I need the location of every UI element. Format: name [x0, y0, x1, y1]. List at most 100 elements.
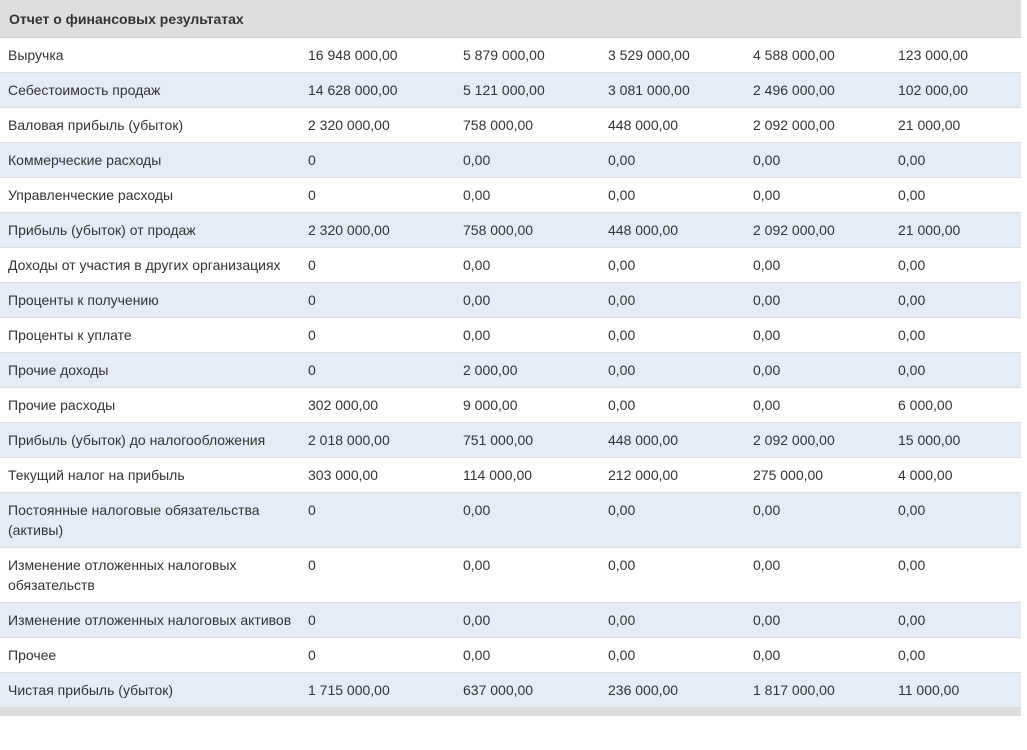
value-cell: 2 496 000,00 — [745, 72, 890, 108]
value-cell: 0,00 — [745, 547, 890, 603]
value-cell: 275 000,00 — [745, 457, 890, 493]
value-cell: 0,00 — [745, 317, 890, 353]
value-cell: 0 — [300, 492, 455, 548]
value-cell: 16 948 000,00 — [300, 38, 455, 73]
value-cell: 2 092 000,00 — [745, 422, 890, 458]
value-cell: 0,00 — [745, 247, 890, 283]
value-cell: 0,00 — [890, 282, 1021, 318]
value-cell: 0,00 — [890, 352, 1021, 388]
value-cell: 303 000,00 — [300, 457, 455, 493]
value-cell: 3 529 000,00 — [600, 38, 745, 73]
value-cell: 0 — [300, 637, 455, 673]
table-row: Прочие расходы 302 000,00 9 000,00 0,00 0,00… — [0, 387, 1021, 423]
value-cell: 0,00 — [600, 602, 745, 638]
table-row: Текущий налог на прибыль 303 000,00 114 00… — [0, 457, 1021, 493]
value-cell: 0,00 — [600, 142, 745, 178]
table-row: Проценты к уплате 0 0,00 0,00 0,00 0,00 — [0, 317, 1021, 353]
value-cell: 6 000,00 — [890, 387, 1021, 423]
table-row: Прибыль (убыток) до налогообложения 2 018… — [0, 422, 1021, 458]
financial-results-report: Отчет о финансовых результатах Выручка 16… — [0, 0, 1021, 716]
row-label: Прочее — [0, 637, 300, 673]
row-label: Прочие доходы — [0, 352, 300, 388]
value-cell: 0,00 — [745, 142, 890, 178]
table-footer-strip — [0, 708, 1021, 716]
value-cell: 21 000,00 — [890, 212, 1021, 248]
row-label: Прочие расходы — [0, 387, 300, 423]
value-cell: 5 879 000,00 — [455, 38, 600, 73]
value-cell: 14 628 000,00 — [300, 72, 455, 108]
table-row: Постоянные налоговые обязательства (акти… — [0, 492, 1021, 548]
value-cell: 0,00 — [600, 352, 745, 388]
row-label: Доходы от участия в других организациях — [0, 247, 300, 283]
row-label: Себестоимость продаж — [0, 72, 300, 108]
table-row: Изменение отложенных налоговых обязатель… — [0, 547, 1021, 603]
table-row: Валовая прибыль (убыток) 2 320 000,00 758 … — [0, 107, 1021, 143]
value-cell: 212 000,00 — [600, 457, 745, 493]
value-cell: 15 000,00 — [890, 422, 1021, 458]
value-cell: 0 — [300, 352, 455, 388]
value-cell: 11 000,00 — [890, 672, 1021, 708]
value-cell: 2 092 000,00 — [745, 107, 890, 143]
value-cell: 0 — [300, 282, 455, 318]
table-row: Чистая прибыль (убыток) 1 715 000,00 637 0… — [0, 672, 1021, 708]
value-cell: 0,00 — [600, 637, 745, 673]
table-row: Себестоимость продаж 14 628 000,00 5 121 0… — [0, 72, 1021, 108]
table-row: Прибыль (убыток) от продаж 2 320 000,00 75… — [0, 212, 1021, 248]
value-cell: 5 121 000,00 — [455, 72, 600, 108]
value-cell: 236 000,00 — [600, 672, 745, 708]
row-label: Валовая прибыль (убыток) — [0, 107, 300, 143]
value-cell: 0,00 — [890, 317, 1021, 353]
value-cell: 2 018 000,00 — [300, 422, 455, 458]
row-label: Изменение отложенных налоговых активов — [0, 602, 300, 638]
row-label: Текущий налог на прибыль — [0, 457, 300, 493]
table-row: Управленческие расходы 0 0,00 0,00 0,00 0,00 — [0, 177, 1021, 213]
value-cell: 1 715 000,00 — [300, 672, 455, 708]
value-cell: 4 000,00 — [890, 457, 1021, 493]
value-cell: 2 320 000,00 — [300, 107, 455, 143]
value-cell: 0,00 — [455, 247, 600, 283]
table-row: Коммерческие расходы 0 0,00 0,00 0,00 0,00 — [0, 142, 1021, 178]
value-cell: 0,00 — [890, 547, 1021, 603]
row-label: Постоянные налоговые обязательства (акти… — [0, 492, 300, 548]
value-cell: 448 000,00 — [600, 107, 745, 143]
row-label: Проценты к получению — [0, 282, 300, 318]
value-cell: 0,00 — [455, 317, 600, 353]
table-body: Выручка 16 948 000,00 5 879 000,00 3 529 00… — [0, 38, 1021, 708]
value-cell: 2 092 000,00 — [745, 212, 890, 248]
value-cell: 3 081 000,00 — [600, 72, 745, 108]
value-cell: 0,00 — [745, 602, 890, 638]
value-cell: 123 000,00 — [890, 38, 1021, 73]
value-cell: 0 — [300, 317, 455, 353]
value-cell: 0,00 — [455, 177, 600, 213]
value-cell: 2 320 000,00 — [300, 212, 455, 248]
value-cell: 0,00 — [890, 247, 1021, 283]
value-cell: 758 000,00 — [455, 107, 600, 143]
value-cell: 0,00 — [600, 177, 745, 213]
value-cell: 0,00 — [890, 637, 1021, 673]
value-cell: 4 588 000,00 — [745, 38, 890, 73]
value-cell: 302 000,00 — [300, 387, 455, 423]
value-cell: 0,00 — [745, 177, 890, 213]
row-label: Прибыль (убыток) от продаж — [0, 212, 300, 248]
value-cell: 0,00 — [745, 282, 890, 318]
value-cell: 9 000,00 — [455, 387, 600, 423]
value-cell: 1 817 000,00 — [745, 672, 890, 708]
row-label: Коммерческие расходы — [0, 142, 300, 178]
value-cell: 0,00 — [745, 637, 890, 673]
row-label: Управленческие расходы — [0, 177, 300, 213]
value-cell: 0,00 — [890, 177, 1021, 213]
table-row: Прочие доходы 0 2 000,00 0,00 0,00 0,00 — [0, 352, 1021, 388]
report-title: Отчет о финансовых результатах — [0, 0, 1021, 38]
value-cell: 0 — [300, 547, 455, 603]
value-cell: 448 000,00 — [600, 422, 745, 458]
value-cell: 0,00 — [745, 387, 890, 423]
value-cell: 0,00 — [600, 317, 745, 353]
value-cell: 448 000,00 — [600, 212, 745, 248]
value-cell: 0,00 — [455, 637, 600, 673]
value-cell: 0,00 — [600, 547, 745, 603]
value-cell: 114 000,00 — [455, 457, 600, 493]
value-cell: 0,00 — [745, 492, 890, 548]
table-row: Проценты к получению 0 0,00 0,00 0,00 0,00 — [0, 282, 1021, 318]
financial-results-table: Выручка 16 948 000,00 5 879 000,00 3 529 00… — [0, 38, 1021, 708]
row-label: Проценты к уплате — [0, 317, 300, 353]
